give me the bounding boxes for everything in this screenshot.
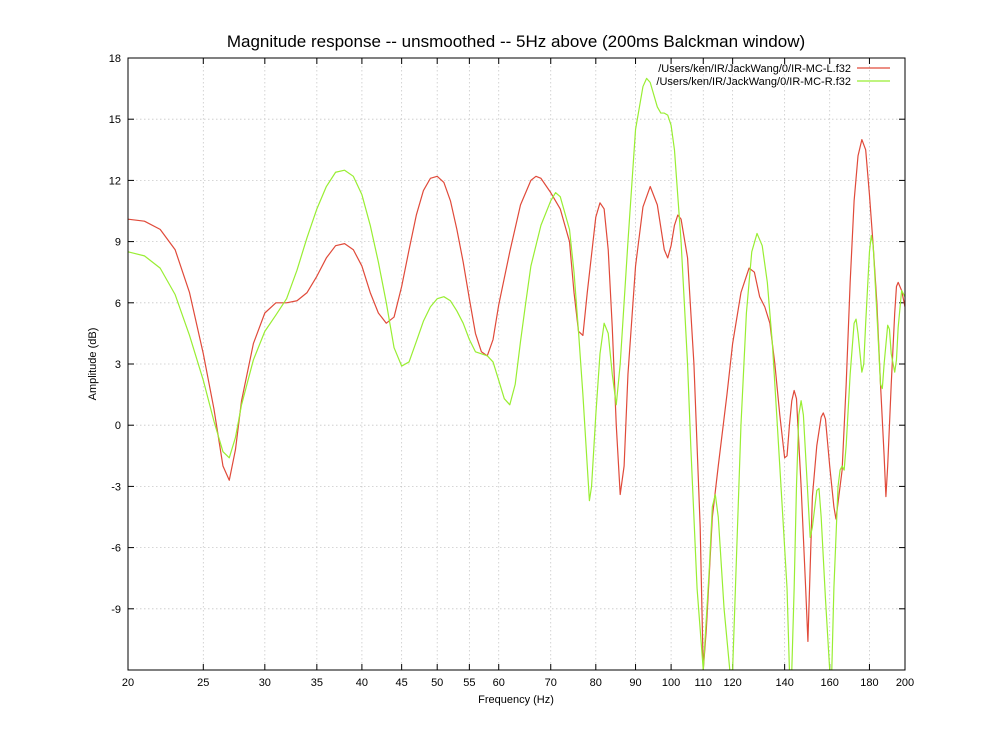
- y-tick-label: 6: [115, 298, 121, 310]
- y-tick-label: 0: [115, 420, 121, 432]
- axis-ticks: 20 25 30 35 40 45 50 55 60 70 80 90 100 110 120 140 160 1…: [109, 53, 914, 689]
- x-tick-label: 110: [694, 677, 712, 689]
- x-tick-label: 20: [122, 677, 134, 689]
- x-tick-label: 45: [396, 677, 408, 689]
- series-line-1: [128, 139, 905, 670]
- x-axis-label: Frequency (Hz): [478, 694, 554, 706]
- x-tick-label: 40: [356, 677, 368, 689]
- x-tick-label: 160: [821, 677, 839, 689]
- y-tick-label: 3: [115, 359, 121, 371]
- x-tick-label: 70: [545, 677, 557, 689]
- y-tick-label: 15: [109, 114, 121, 126]
- x-tick-label: 35: [311, 677, 323, 689]
- y-tick-label: -6: [111, 543, 121, 555]
- legend: /Users/ken/IR/JackWang/0/IR-MC-L.f32/Use…: [656, 63, 890, 88]
- legend-label-2: /Users/ken/IR/JackWang/0/IR-MC-R.f32: [656, 76, 851, 88]
- y-tick-label: -9: [111, 604, 121, 616]
- x-tick-label: 55: [463, 677, 475, 689]
- y-tick-label: 9: [115, 237, 121, 249]
- grid: [128, 58, 905, 670]
- x-tick-label: 30: [259, 677, 271, 689]
- plot-frame: [127, 57, 906, 671]
- x-tick-label: 50: [431, 677, 443, 689]
- legend-label-1: /Users/ken/IR/JackWang/0/IR-MC-L.f32: [658, 63, 851, 75]
- x-tick-label: 120: [723, 677, 741, 689]
- x-tick-label: 140: [775, 677, 793, 689]
- x-tick-label: 80: [590, 677, 602, 689]
- chart-title: Magnitude response -- unsmoothed -- 5Hz …: [227, 32, 805, 51]
- x-tick-label: 100: [662, 677, 680, 689]
- x-tick-label: 25: [197, 677, 209, 689]
- y-tick-label: -3: [111, 481, 121, 493]
- x-tick-label: 60: [493, 677, 505, 689]
- x-tick-label: 180: [860, 677, 878, 689]
- y-tick-label: 12: [109, 175, 121, 187]
- x-tick-label: 90: [629, 677, 641, 689]
- y-tick-label: 18: [109, 53, 121, 65]
- y-axis-label: Amplitude (dB): [87, 328, 99, 401]
- x-tick-label: 200: [896, 677, 914, 689]
- plot-lines: [128, 77, 905, 670]
- series-line-2: [128, 77, 905, 670]
